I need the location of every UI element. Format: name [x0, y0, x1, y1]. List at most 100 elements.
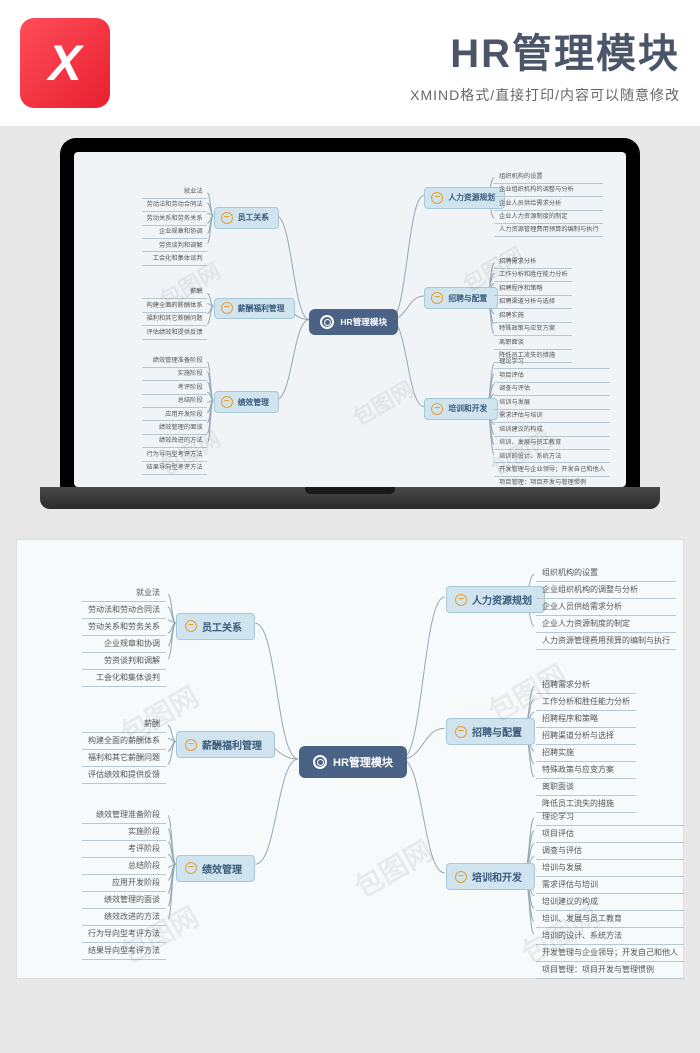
- leaf-item[interactable]: 离职面谈: [494, 336, 572, 349]
- leaf-item[interactable]: 绩效管理准备阶段: [82, 807, 166, 824]
- collapse-icon[interactable]: [185, 862, 197, 874]
- leaf-item[interactable]: 招聘需求分析: [536, 677, 636, 694]
- collapse-icon[interactable]: [431, 192, 443, 204]
- leaf-item[interactable]: 构建全面的薪酬体系: [142, 299, 207, 312]
- leaf-item[interactable]: 企业人力资源制度的制定: [536, 616, 676, 633]
- leaf-item[interactable]: 招聘需求分析: [494, 255, 572, 268]
- leaf-item[interactable]: 招聘程序和策略: [536, 711, 636, 728]
- leaf-item[interactable]: 结果导向型考评方法: [82, 943, 166, 960]
- leaf-item[interactable]: 薪酬: [142, 286, 207, 299]
- leaf-item[interactable]: 招聘程序和策略: [494, 282, 572, 295]
- leaf-item[interactable]: 总结阶段: [142, 395, 207, 408]
- leaf-item[interactable]: 项目评估: [536, 826, 684, 843]
- leaf-item[interactable]: 离职面谈: [536, 779, 636, 796]
- collapse-icon[interactable]: [431, 292, 443, 304]
- collapse-icon[interactable]: [185, 620, 197, 632]
- collapse-icon[interactable]: [185, 739, 197, 751]
- branch-node[interactable]: 人力资源规划: [446, 586, 545, 613]
- collapse-icon[interactable]: [221, 212, 233, 224]
- leaf-item[interactable]: 招聘实施: [536, 745, 636, 762]
- leaf-item[interactable]: 招聘实施: [494, 309, 572, 322]
- leaf-item[interactable]: 特殊政策与应变方案: [494, 323, 572, 336]
- leaf-item[interactable]: 工会化和集体谈判: [142, 252, 207, 265]
- branch-node[interactable]: 员工关系: [176, 613, 255, 640]
- leaf-item[interactable]: 考评阶段: [82, 841, 166, 858]
- leaf-item[interactable]: 评估绩效和提供反馈: [82, 767, 166, 784]
- leaf-item[interactable]: 项目评估: [494, 369, 609, 382]
- leaf-item[interactable]: 特殊政策与应变方案: [536, 762, 636, 779]
- collapse-icon[interactable]: [455, 594, 467, 606]
- leaf-item[interactable]: 工会化和集体谈判: [82, 670, 166, 687]
- leaf-item[interactable]: 构建全面的薪酬体系: [82, 733, 166, 750]
- leaf-item[interactable]: 调查与评估: [494, 383, 609, 396]
- collapse-icon[interactable]: [221, 302, 233, 314]
- branch-node[interactable]: 招聘与配置: [446, 718, 535, 745]
- leaf-item[interactable]: 企业人员供给需求分析: [536, 599, 676, 616]
- center-node[interactable]: HR管理模块: [299, 746, 407, 778]
- leaf-item[interactable]: 薪酬: [82, 716, 166, 733]
- branch-node[interactable]: 绩效管理: [214, 391, 280, 413]
- leaf-item[interactable]: 人力资源管理费用预算的编制与执行: [536, 633, 676, 650]
- leaf-item[interactable]: 福利和其它薪酬问题: [82, 750, 166, 767]
- leaf-item[interactable]: 需求评估与培训: [536, 877, 684, 894]
- leaf-item[interactable]: 企业规章和协调: [142, 226, 207, 239]
- leaf-item[interactable]: 劳动关系和劳务关系: [82, 619, 166, 636]
- leaf-item[interactable]: 项目管理：项目开发与管理惯例: [536, 962, 684, 979]
- collapse-icon[interactable]: [455, 726, 467, 738]
- branch-node[interactable]: 薪酬福利管理: [214, 298, 295, 320]
- leaf-item[interactable]: 组织机构的设置: [536, 565, 676, 582]
- leaf-item[interactable]: 劳动法和劳动合同法: [82, 602, 166, 619]
- leaf-item[interactable]: 劳资谈判和调解: [142, 239, 207, 252]
- leaf-item[interactable]: 开发管理与企业领导；开发自己和他人: [494, 463, 609, 476]
- leaf-item[interactable]: 招聘渠道分析与选择: [494, 296, 572, 309]
- leaf-item[interactable]: 培训建议的构成: [536, 894, 684, 911]
- leaf-item[interactable]: 企业人员供给需求分析: [494, 197, 603, 210]
- leaf-item[interactable]: 培训与发展: [536, 860, 684, 877]
- leaf-item[interactable]: 培训的设计、系统方法: [494, 450, 609, 463]
- leaf-item[interactable]: 培训、发展与员工教育: [494, 437, 609, 450]
- leaf-item[interactable]: 劳动法和劳动合同法: [142, 199, 207, 212]
- leaf-item[interactable]: 考评阶段: [142, 381, 207, 394]
- leaf-item[interactable]: 工作分析和胜任能力分析: [494, 269, 572, 282]
- branch-node[interactable]: 人力资源规划: [424, 187, 505, 209]
- leaf-item[interactable]: 理论学习: [536, 809, 684, 826]
- leaf-item[interactable]: 绩效改进的方法: [82, 909, 166, 926]
- leaf-item[interactable]: 理论学习: [494, 356, 609, 369]
- leaf-item[interactable]: 工作分析和胜任能力分析: [536, 694, 636, 711]
- collapse-icon[interactable]: [455, 871, 467, 883]
- branch-node[interactable]: 绩效管理: [176, 855, 255, 882]
- leaf-item[interactable]: 绩效管理的面谈: [142, 421, 207, 434]
- leaf-item[interactable]: 福利和其它薪酬问题: [142, 313, 207, 326]
- leaf-item[interactable]: 应用开发阶段: [142, 408, 207, 421]
- leaf-item[interactable]: 招聘渠道分析与选择: [536, 728, 636, 745]
- leaf-item[interactable]: 就业法: [142, 185, 207, 198]
- leaf-item[interactable]: 培训的设计、系统方法: [536, 928, 684, 945]
- leaf-item[interactable]: 实施阶段: [142, 368, 207, 381]
- leaf-item[interactable]: 绩效改进的方法: [142, 435, 207, 448]
- leaf-item[interactable]: 企业规章和协调: [82, 636, 166, 653]
- leaf-item[interactable]: 培训与发展: [494, 396, 609, 409]
- leaf-item[interactable]: 调查与评估: [536, 843, 684, 860]
- leaf-item[interactable]: 企业组织机构的调整与分析: [494, 184, 603, 197]
- branch-node[interactable]: 薪酬福利管理: [176, 731, 275, 758]
- leaf-item[interactable]: 实施阶段: [82, 824, 166, 841]
- leaf-item[interactable]: 培训、发展与员工教育: [536, 911, 684, 928]
- leaf-item[interactable]: 评估绩效和提供反馈: [142, 326, 207, 339]
- leaf-item[interactable]: 结果导向型考评方法: [142, 462, 207, 475]
- leaf-item[interactable]: 劳动关系和劳务关系: [142, 212, 207, 225]
- leaf-item[interactable]: 培训建议的构成: [494, 423, 609, 436]
- center-node[interactable]: HR管理模块: [309, 309, 398, 335]
- branch-node[interactable]: 培训和开发: [446, 863, 535, 890]
- collapse-icon[interactable]: [431, 403, 443, 415]
- leaf-item[interactable]: 开发管理与企业领导；开发自己和他人: [536, 945, 684, 962]
- leaf-item[interactable]: 组织机构的设置: [494, 170, 603, 183]
- branch-node[interactable]: 员工关系: [214, 207, 280, 229]
- leaf-item[interactable]: 需求评估与培训: [494, 410, 609, 423]
- leaf-item[interactable]: 就业法: [82, 585, 166, 602]
- leaf-item[interactable]: 企业组织机构的调整与分析: [536, 582, 676, 599]
- leaf-item[interactable]: 项目管理：项目开发与管理惯例: [494, 477, 609, 487]
- branch-node[interactable]: 培训和开发: [424, 398, 498, 420]
- leaf-item[interactable]: 企业人力资源制度的制定: [494, 211, 603, 224]
- leaf-item[interactable]: 行为导向型考评方法: [82, 926, 166, 943]
- branch-node[interactable]: 招聘与配置: [424, 287, 498, 309]
